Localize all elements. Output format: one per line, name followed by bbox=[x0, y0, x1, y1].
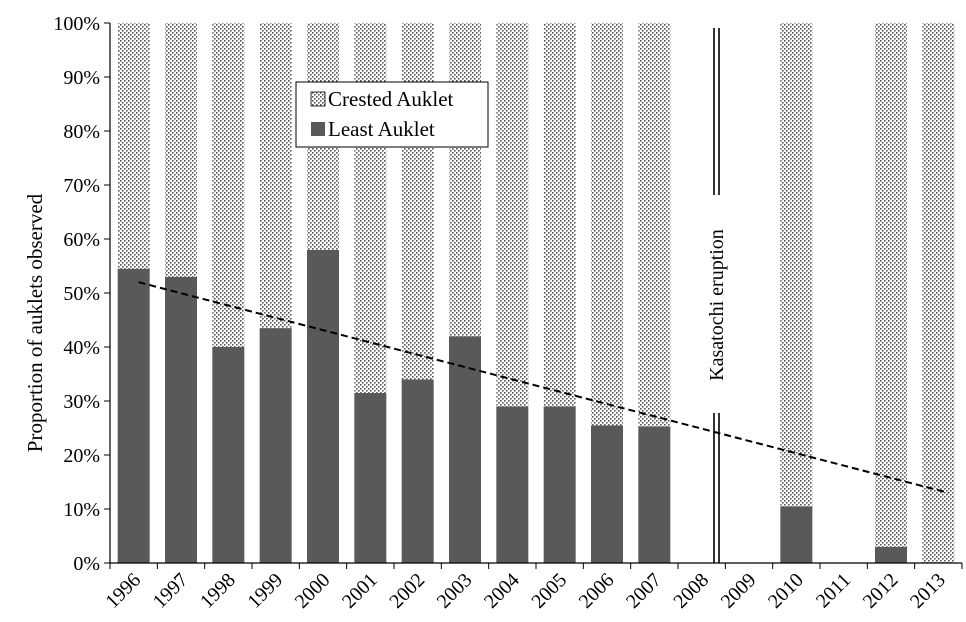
y-axis-ticks: 0% 10% 20% 30% 40% 50% 60% 70% 80% 90% 100% bbox=[53, 13, 100, 575]
y-tick-label: 40% bbox=[63, 337, 100, 359]
legend-swatch-crested bbox=[310, 91, 326, 107]
x-tick-label: 1996 bbox=[101, 569, 145, 613]
axes bbox=[104, 22, 963, 569]
bar-least-auklet bbox=[307, 249, 339, 564]
x-tick-label: 2001 bbox=[338, 569, 382, 613]
x-tick-label: 2003 bbox=[433, 569, 477, 613]
bar-least-auklet bbox=[259, 328, 292, 563]
x-axis-ticks: 1996 1997 1998 1999 2000 2001 2002 2003 2004 2005… bbox=[101, 569, 950, 613]
x-tick-label: 2002 bbox=[385, 569, 429, 613]
legend-swatch-least bbox=[311, 122, 325, 136]
x-tick-label: 1997 bbox=[149, 569, 193, 613]
bar-least-auklet bbox=[638, 426, 671, 563]
bar-least-auklet bbox=[449, 336, 481, 563]
x-tick-label: 2000 bbox=[291, 569, 335, 613]
bar-crested-auklet bbox=[117, 23, 150, 269]
bar-crested-auklet bbox=[543, 23, 576, 407]
x-tick-label: 1998 bbox=[196, 569, 240, 613]
bar-crested-auklet bbox=[449, 23, 481, 337]
bar-least-auklet bbox=[875, 546, 907, 563]
y-tick-label: 60% bbox=[63, 229, 100, 251]
y-tick-label: 80% bbox=[63, 121, 100, 143]
trend-line bbox=[138, 281, 949, 494]
x-tick-label: 2005 bbox=[527, 569, 571, 613]
x-tick-label: 2009 bbox=[717, 569, 761, 613]
y-tick-label: 50% bbox=[63, 283, 100, 305]
bar-crested-auklet bbox=[212, 23, 245, 347]
x-tick-label: 2010 bbox=[764, 569, 808, 613]
bar-least-auklet bbox=[165, 276, 197, 563]
bar-crested-auklet bbox=[354, 23, 387, 393]
x-tick-label: 1999 bbox=[243, 569, 287, 613]
x-tick-label: 2008 bbox=[669, 569, 713, 613]
bar-crested-auklet bbox=[165, 23, 197, 277]
bar-crested-auklet bbox=[875, 23, 907, 547]
bar-least-auklet bbox=[543, 406, 576, 563]
bar-least-auklet bbox=[401, 379, 434, 563]
legend-label-least: Least Auklet bbox=[328, 117, 435, 141]
bar-crested-auklet bbox=[591, 23, 623, 426]
bar-least-auklet bbox=[212, 347, 245, 563]
x-tick-label: 2012 bbox=[859, 569, 903, 613]
eruption-label: Kasatochi eruption bbox=[706, 229, 728, 381]
bar-crested-auklet bbox=[922, 23, 955, 563]
y-axis-label: Proportion of auklets observed bbox=[23, 193, 47, 452]
y-tick-label: 10% bbox=[63, 499, 100, 521]
x-tick-label: 2004 bbox=[480, 569, 524, 613]
y-tick-label: 70% bbox=[63, 175, 100, 197]
bar-crested-auklet bbox=[496, 23, 529, 407]
bar-crested-auklet bbox=[638, 23, 671, 427]
x-tick-label: 2013 bbox=[906, 569, 950, 613]
legend: Crested Auklet Least Auklet bbox=[295, 81, 489, 148]
x-tick-label: 2007 bbox=[622, 569, 666, 613]
bar-crested-auklet bbox=[259, 23, 292, 329]
legend-label-crested: Crested Auklet bbox=[328, 87, 454, 111]
bar-least-auklet bbox=[354, 392, 387, 563]
bar-crested-auklet bbox=[780, 23, 813, 507]
bars bbox=[117, 23, 955, 564]
y-tick-label: 20% bbox=[63, 445, 100, 467]
x-tick-label: 2011 bbox=[812, 569, 855, 612]
y-tick-label: 90% bbox=[63, 67, 100, 89]
bar-least-auklet bbox=[117, 268, 150, 563]
bar-least-auklet bbox=[496, 406, 529, 563]
bar-least-auklet bbox=[780, 506, 813, 563]
bar-crested-auklet bbox=[401, 23, 434, 380]
x-tick-label: 2006 bbox=[575, 569, 619, 613]
y-tick-label: 30% bbox=[63, 391, 100, 413]
legend-box bbox=[295, 81, 489, 148]
y-tick-label: 0% bbox=[73, 553, 100, 575]
y-tick-label: 100% bbox=[53, 13, 100, 35]
eruption-annotation: Kasatochi eruption bbox=[706, 28, 728, 563]
bar-least-auklet bbox=[591, 425, 623, 563]
